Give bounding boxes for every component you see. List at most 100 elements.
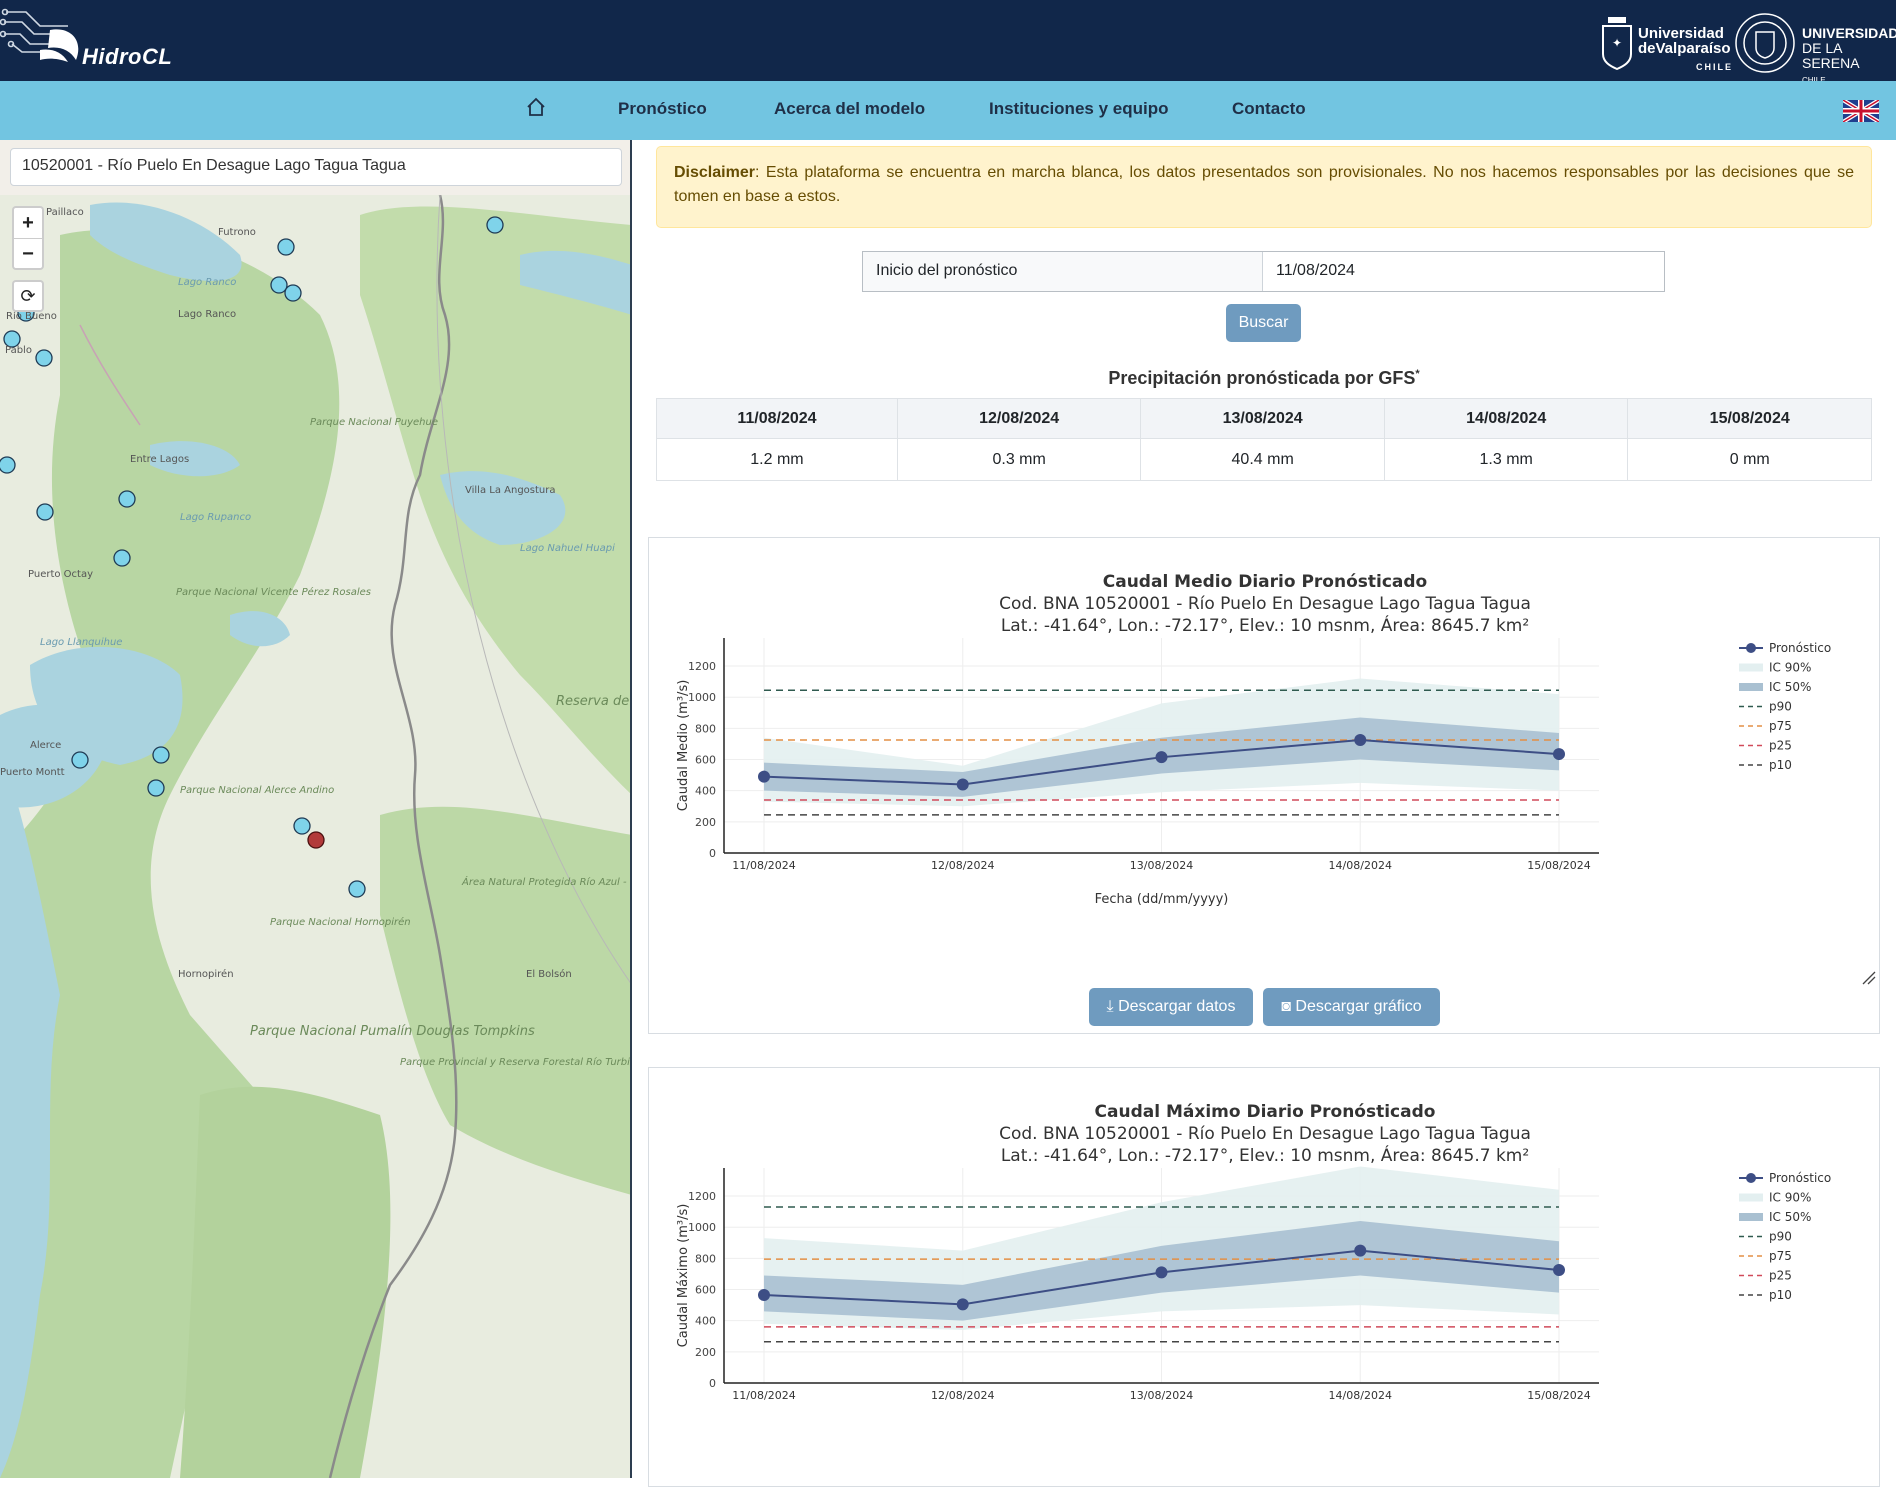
camera-icon: ◙	[1281, 998, 1291, 1015]
map-panel: Paillaco Futrono Lago Ranco Río Bueno Pa…	[0, 140, 632, 1478]
map-label: Pablo	[5, 345, 32, 356]
x-tick-label: 11/08/2024	[732, 1389, 795, 1402]
x-tick-label: 14/08/2024	[1329, 1389, 1392, 1402]
max-flow-chart[interactable]: 0 200 400 600 800 1000 1200 11/08/2024 12/08/202…	[649, 1158, 1879, 1488]
table-header: 13/08/2024	[1140, 398, 1385, 439]
legend-forecast-marker	[1746, 1173, 1756, 1183]
zoom-out-button[interactable]: −	[22, 243, 34, 265]
disclaimer-text: : Esta plataforma se encuentra en marcha…	[674, 164, 1854, 205]
x-tick-label: 12/08/2024	[931, 859, 994, 872]
y-tick-label: 200	[695, 1346, 716, 1359]
map-label: Lago Llanquihue	[40, 637, 122, 648]
forecast-point	[1354, 734, 1367, 747]
chart-title: Caudal Medio Diario Pronósticado	[1102, 572, 1428, 592]
legend-label: Pronóstico	[1769, 641, 1831, 655]
map-label: Lago Ranco	[178, 309, 236, 320]
logo-text: HidroCL	[82, 44, 173, 69]
main-navbar	[0, 81, 1896, 140]
legend-label: p10	[1769, 758, 1792, 772]
chart-title: Caudal Máximo Diario Pronósticado	[1094, 1102, 1436, 1122]
forecast-point	[1553, 748, 1565, 761]
uls-line2: DE LA SERENA	[1802, 40, 1860, 71]
disclaimer-strong: Disclaimer	[674, 164, 755, 181]
map-label: Parque Nacional Alerce Andino	[180, 785, 334, 796]
table-header: 12/08/2024	[896, 398, 1142, 439]
legend-label: IC 50%	[1769, 680, 1811, 694]
table-cell: 0.3 mm	[896, 438, 1142, 481]
forecast-point	[758, 770, 770, 783]
uls-country: CHILE	[1802, 76, 1826, 85]
hidrocl-logo[interactable]: HidroCL	[0, 0, 200, 81]
zoom-in-button[interactable]: +	[22, 212, 34, 234]
y-tick-label: 800	[695, 722, 716, 735]
map-label: Parque Nacional Vicente Pérez Rosales	[176, 586, 371, 598]
legend-label: IC 50%	[1769, 1210, 1811, 1224]
forecast-point	[1354, 1244, 1367, 1257]
precip-table: 11/08/2024 12/08/2024 13/08/2024 14/08/2…	[656, 398, 1872, 481]
map-label: Reserva de Biosfera Andino Norpatagónica	[556, 694, 632, 709]
legend-forecast-marker	[1746, 643, 1756, 653]
uv-logo[interactable]: ✦ Universidad deValparaíso CHILE	[1600, 14, 1733, 74]
legend-label: p75	[1769, 1249, 1792, 1263]
chart-subtitle: Lat.: -41.64°, Lon.: -72.17°, Elev.: 10 …	[1000, 616, 1530, 636]
forecast-point	[758, 1288, 770, 1301]
uk-flag-icon[interactable]	[1843, 100, 1879, 122]
map-label: Parque Nacional Pumalín Douglas Tompkins	[250, 1024, 535, 1039]
zoom-control: + −	[12, 206, 44, 270]
chart-subtitle: Lat.: -41.64°, Lon.: -72.17°, Elev.: 10 …	[1000, 1146, 1530, 1166]
search-button[interactable]: Buscar	[1226, 304, 1301, 342]
forecast-start-input[interactable]: 11/08/2024	[1276, 262, 1355, 279]
nav-pronostico[interactable]: Pronóstico	[618, 99, 707, 118]
y-tick-label: 1200	[688, 1190, 716, 1203]
y-tick-label: 400	[695, 1315, 716, 1328]
table-cell: 40.4 mm	[1140, 438, 1385, 481]
legend-band-swatch	[1739, 663, 1763, 672]
map-label: Hornopirén	[178, 968, 234, 980]
uls-seal-icon	[1735, 13, 1795, 73]
station-map[interactable]: Paillaco Futrono Lago Ranco Río Bueno Pa…	[0, 195, 632, 1478]
map-label: El Bolsón	[526, 968, 572, 980]
map-label: Río Bueno	[6, 310, 57, 322]
legend-band-swatch	[1739, 1213, 1763, 1221]
y-tick-label: 0	[709, 847, 716, 860]
nav-contacto[interactable]: Contacto	[1232, 99, 1306, 118]
table-cell: 0 mm	[1627, 438, 1872, 481]
refresh-icon[interactable]: ⟳	[12, 280, 44, 312]
legend-band-swatch	[1739, 683, 1763, 691]
table-header-row: 11/08/2024 12/08/2024 13/08/2024 14/08/2…	[656, 398, 1872, 439]
uls-logo[interactable]: UNIVERSIDAD DE LA SERENA CHILE	[1734, 12, 1896, 85]
y-tick-label: 1200	[688, 660, 716, 673]
resize-handle-icon[interactable]	[1861, 970, 1877, 986]
map-label: Alerce	[30, 740, 61, 751]
map-label: Paillaco	[46, 207, 84, 218]
y-tick-label: 600	[695, 1284, 716, 1297]
mean-flow-chart[interactable]: 0 200 400 600 800 1000 1200 11/08/2024 12/08/202…	[649, 628, 1879, 968]
y-tick-label: 200	[695, 816, 716, 829]
nav-acerca-del-modelo[interactable]: Acerca del modelo	[774, 99, 926, 118]
table-cell: 1.3 mm	[1383, 438, 1629, 481]
map-label: Parque Nacional Hornopirén	[270, 916, 411, 928]
download-data-button[interactable]: ⤓ Descargar datos	[1089, 988, 1253, 1026]
y-tick-label: 800	[695, 1252, 716, 1265]
chart-subtitle: Cod. BNA 10520001 - Río Puelo En Desague…	[999, 1124, 1531, 1144]
forecast-point	[956, 778, 969, 791]
map-label: Futrono	[218, 227, 256, 238]
legend-label: p90	[1769, 1230, 1792, 1244]
x-tick-label: 15/08/2024	[1527, 859, 1590, 872]
station-search-input[interactable]: 10520001 - Río Puelo En Desague Lago Tag…	[10, 148, 622, 186]
forecast-date-form: Inicio del pronóstico 11/08/2024	[862, 251, 1665, 292]
nav-instituciones-y-equipo[interactable]: Instituciones y equipo	[989, 99, 1169, 118]
uv-line2: deValparaíso	[1638, 40, 1731, 57]
uv-shield-icon: ✦	[1602, 17, 1632, 71]
uv-country: CHILE	[1696, 62, 1733, 72]
uv-line1: Universidad	[1638, 25, 1724, 42]
download-chart-button[interactable]: ◙ Descargar gráfico	[1263, 988, 1440, 1026]
map-label: Área Natural Protegida Río Azul - Lago E…	[461, 875, 632, 888]
selected-station-marker[interactable]	[307, 831, 325, 849]
forecast-start-label: Inicio del pronóstico	[863, 252, 1263, 291]
home-icon[interactable]	[526, 97, 546, 117]
table-header: 15/08/2024	[1627, 398, 1872, 439]
map-label: Lago Nahuel Huapi	[520, 543, 615, 554]
legend-label: p75	[1769, 719, 1792, 733]
y-tick-label: 600	[695, 754, 716, 767]
